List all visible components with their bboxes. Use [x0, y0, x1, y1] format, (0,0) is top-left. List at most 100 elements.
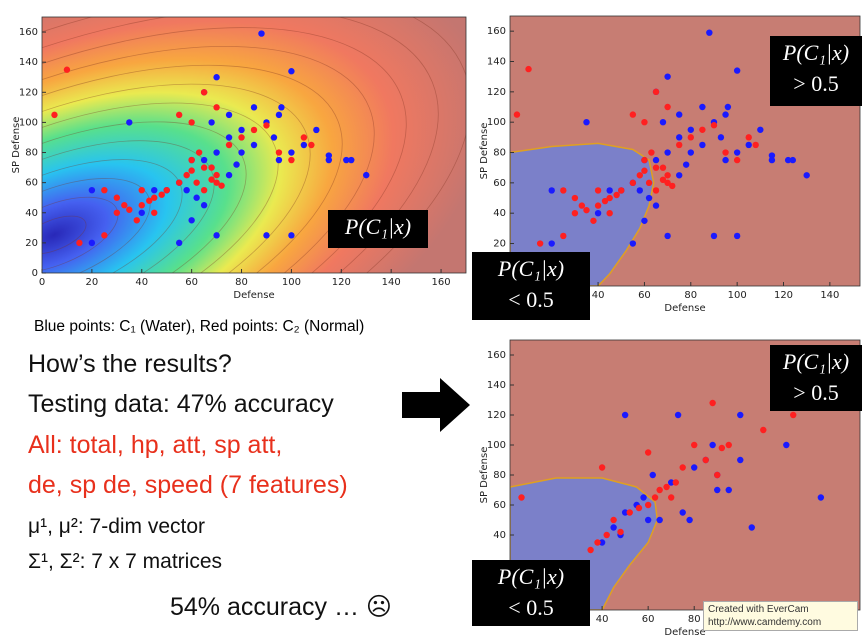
y-tick-label: 100 [19, 117, 38, 128]
point [175, 239, 183, 247]
plot-area [42, 17, 466, 273]
point [598, 539, 606, 546]
y-tick-label: 80 [493, 470, 506, 481]
point [610, 524, 617, 531]
point [789, 156, 796, 164]
contour [42, 102, 279, 273]
point [151, 209, 158, 216]
point [275, 156, 283, 164]
y-tick-label: 60 [493, 178, 506, 189]
point [571, 209, 579, 217]
slide-line: μ¹, μ²: 7-dim vector [28, 515, 206, 538]
point [126, 206, 133, 213]
point [679, 464, 686, 471]
point [648, 149, 655, 156]
point [138, 186, 145, 194]
point [101, 232, 108, 239]
point [213, 179, 220, 186]
point [590, 217, 597, 224]
annotation-text: > 0.5 [793, 380, 838, 405]
point [587, 546, 594, 554]
point [674, 411, 682, 419]
point [691, 441, 698, 449]
point [641, 217, 648, 224]
y-tick-label: 160 [487, 350, 506, 361]
chart: 40 60 80 100 120 140 20 40 60 80 100 120 140 160 Defen… [472, 15, 862, 320]
point [651, 494, 659, 501]
annotation-box [770, 345, 862, 411]
point [702, 456, 709, 464]
contour [42, 17, 439, 273]
y-tick-label: 60 [493, 500, 506, 511]
point [288, 156, 295, 164]
point [213, 232, 220, 239]
point [101, 186, 108, 194]
point [518, 494, 525, 501]
point [275, 149, 283, 156]
point [752, 141, 759, 149]
annotation-box [472, 560, 590, 626]
point [193, 194, 200, 201]
point [238, 134, 245, 141]
point [629, 240, 637, 247]
point [225, 141, 233, 149]
point [583, 118, 590, 126]
point [238, 126, 245, 134]
x-tick-label: 40 [135, 277, 148, 288]
point [768, 152, 776, 159]
point [348, 156, 355, 164]
point [343, 156, 350, 164]
annotation-text: P(C₁|x) [782, 40, 849, 65]
slide-line: All: total, hp, att, sp att, [28, 431, 283, 459]
y-tick-label: 140 [487, 380, 506, 391]
annotation-box [472, 252, 590, 320]
point [659, 176, 667, 184]
point [288, 149, 295, 156]
contour [42, 46, 375, 273]
point [300, 134, 308, 141]
point [583, 206, 590, 214]
y-tick-label: 80 [25, 148, 38, 159]
point [275, 111, 283, 119]
point [513, 111, 521, 118]
point [757, 126, 764, 133]
y-tick-label: 120 [19, 87, 38, 98]
slide-line: de, sp de, speed (7 features) [28, 471, 348, 499]
point [803, 172, 810, 179]
point [737, 456, 744, 464]
point [733, 156, 741, 164]
y-axis-label: SP Defense [479, 447, 490, 504]
point [725, 486, 732, 494]
point [218, 182, 225, 189]
x-tick-label: 140 [382, 277, 401, 288]
point [636, 187, 644, 194]
point [571, 194, 579, 202]
point [613, 191, 620, 199]
point [548, 240, 555, 247]
y-tick-label: 160 [19, 27, 38, 38]
point [610, 516, 617, 524]
point [699, 141, 706, 149]
point [250, 126, 258, 134]
point [621, 509, 629, 516]
point [363, 171, 370, 179]
point [63, 66, 71, 73]
point [724, 103, 732, 111]
annotation-text: < 0.5 [508, 287, 553, 312]
chart: 40 60 80 40 60 80 100 120 140 160 Defense SP Defens… [472, 339, 862, 638]
point [208, 119, 215, 126]
annotation-text: > 0.5 [793, 71, 838, 96]
point [175, 111, 183, 119]
point [691, 464, 698, 471]
point [672, 479, 679, 486]
point [663, 483, 670, 491]
contour [42, 196, 119, 273]
point [258, 30, 265, 37]
point [664, 172, 671, 179]
point [88, 239, 96, 247]
point [667, 494, 675, 501]
point [151, 194, 158, 201]
point [649, 471, 656, 479]
